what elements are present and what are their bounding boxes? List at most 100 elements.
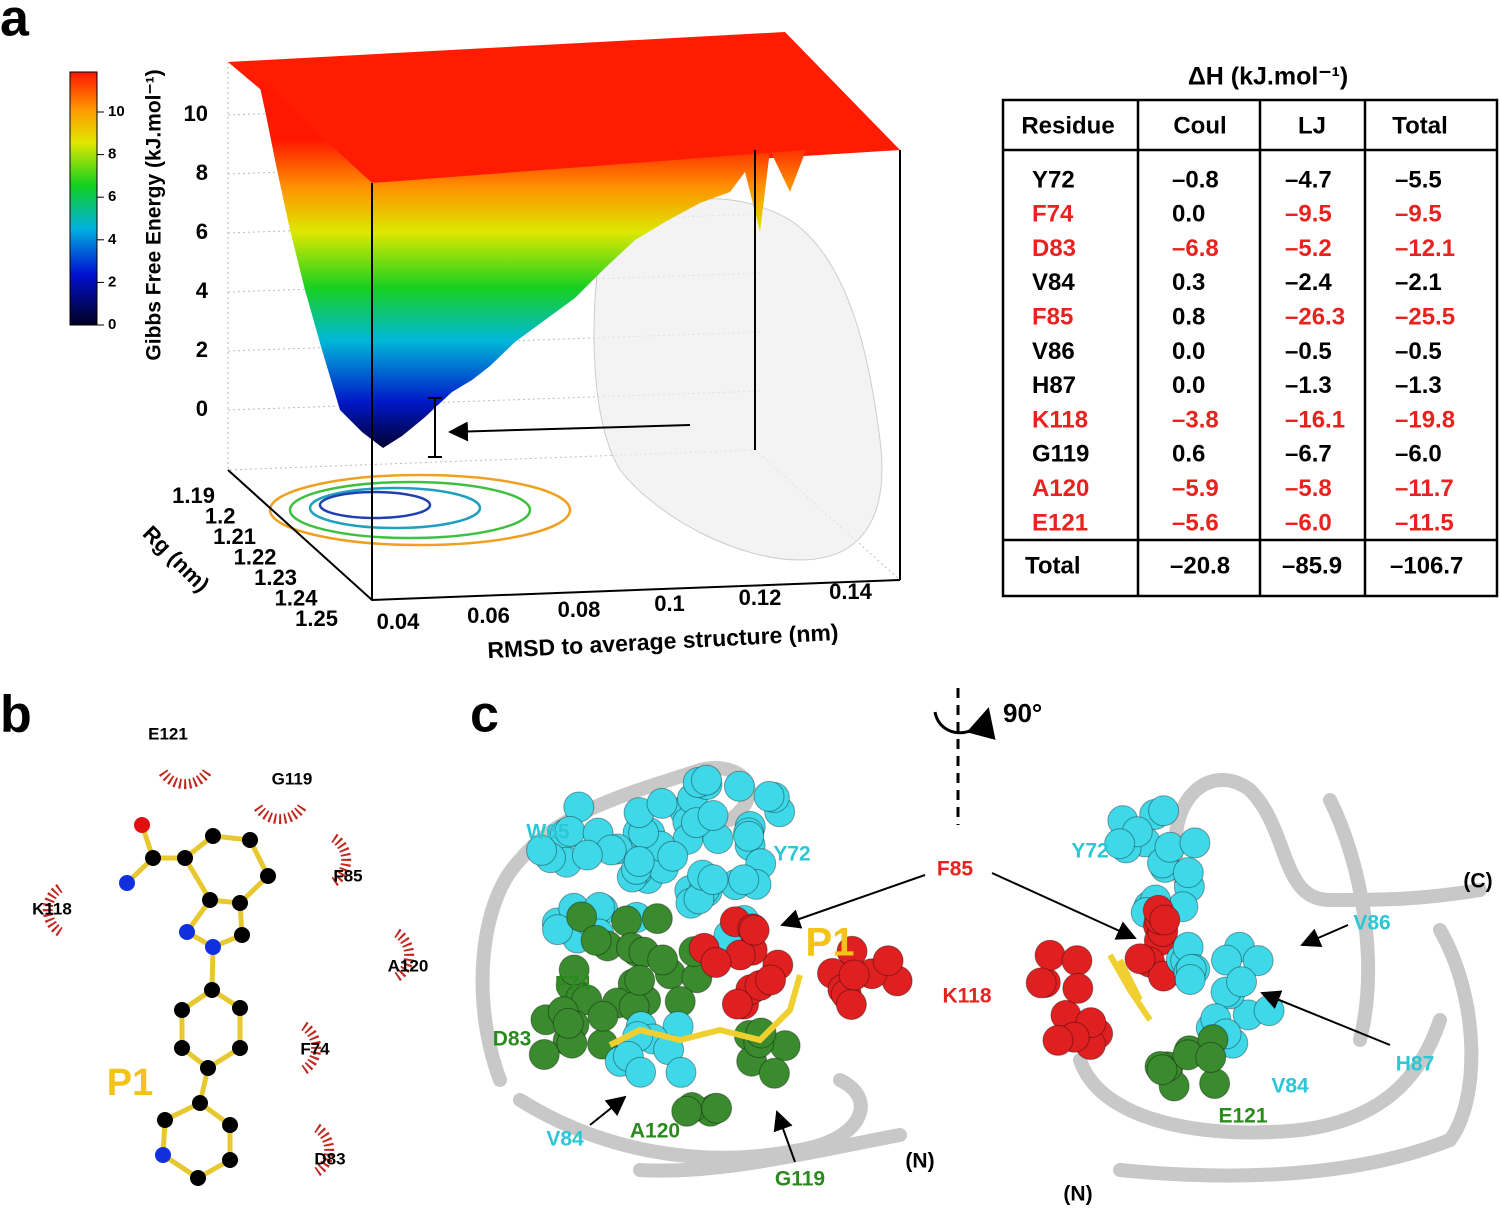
atom-sphere (835, 988, 867, 1020)
atom-sphere (1149, 904, 1181, 936)
residue-label: G119 (775, 1168, 825, 1191)
atom-sphere (1210, 944, 1242, 976)
atom (190, 1170, 206, 1186)
rotation-label: 90° (1003, 698, 1042, 728)
x-tick-label: 0.04 (377, 609, 421, 634)
atom-sphere (738, 914, 770, 946)
table-cell: F74 (1032, 201, 1074, 228)
atom-sphere (1172, 857, 1204, 889)
atom (234, 927, 250, 943)
atom (200, 1060, 216, 1076)
atom-sphere (657, 840, 689, 872)
atom-sphere (701, 1092, 733, 1124)
residue-label: A120 (630, 1120, 680, 1143)
residue-label: (C) (1463, 870, 1492, 893)
table-cell: –1.3 (1285, 372, 1332, 399)
table-cell: –9.5 (1395, 201, 1442, 228)
y-tick-label: 1.23 (254, 565, 297, 590)
atom-sphere (552, 1007, 584, 1039)
residue-label: Y72 (773, 843, 810, 866)
atom (205, 939, 221, 955)
table-cell: –16.1 (1285, 406, 1345, 433)
atom-sphere (1124, 943, 1156, 975)
atom-sphere (1199, 1068, 1231, 1100)
box-edges (227, 150, 901, 602)
table-header: LJ (1298, 112, 1326, 139)
energy-surface (258, 78, 806, 448)
table-frame (1001, 98, 1499, 598)
residue-label: P1 (806, 921, 855, 965)
atom-sphere (1242, 945, 1274, 977)
table-cell: K118 (1032, 406, 1088, 433)
atom (222, 1117, 238, 1133)
colorbar-tick-label: 0 (108, 316, 116, 333)
panel-label: b (0, 686, 32, 744)
atom-sphere (1061, 945, 1093, 977)
atom-sphere (1062, 972, 1094, 1004)
table-cell: –2.4 (1285, 269, 1332, 296)
atom (155, 1147, 171, 1163)
atom-sphere (580, 924, 612, 956)
atom-sphere (1174, 964, 1206, 996)
table-cell: –25.5 (1395, 304, 1455, 331)
atom-sphere (1179, 827, 1211, 859)
residue-label: F85 (333, 866, 362, 885)
table-cell: 0.6 (1172, 441, 1205, 468)
table-cell: 0.3 (1172, 269, 1205, 296)
table-cell: –5.2 (1285, 235, 1332, 262)
atom-sphere (1042, 1024, 1074, 1056)
table-cell: –5.9 (1172, 475, 1219, 502)
atom (174, 1002, 190, 1018)
atom-sphere (753, 780, 785, 812)
atom (205, 828, 221, 844)
table-cell: A120 (1032, 475, 1089, 502)
residue-label: A120 (388, 956, 429, 975)
atom (222, 1152, 238, 1168)
y-axis-label: Rg (nm) (138, 521, 214, 597)
table-cell: –9.5 (1285, 201, 1332, 228)
table-cell: –3.8 (1172, 406, 1219, 433)
colorbar-tick-label: 2 (108, 273, 116, 290)
z-tick-label: 0 (196, 396, 208, 421)
atom-sphere (1148, 795, 1180, 827)
z-tick-label: 6 (196, 219, 208, 244)
y-tick-label: 1.2 (205, 503, 236, 528)
table-cell: –6.0 (1395, 441, 1442, 468)
atom (145, 850, 161, 866)
panel-label: a (0, 0, 30, 48)
table-cell: –0.5 (1395, 338, 1442, 365)
x-axis-label: RMSD to average structure (nm) (487, 619, 839, 663)
atom-sphere (1146, 1054, 1178, 1086)
hydrophobic-arc (314, 1123, 335, 1177)
atom-sphere (526, 834, 558, 866)
table-cell: –4.7 (1285, 166, 1332, 193)
atom-sphere (625, 1056, 657, 1088)
atom-sphere (647, 944, 679, 976)
atom-sphere (671, 1095, 703, 1127)
atom (204, 982, 220, 998)
table-cell: –0.8 (1172, 166, 1219, 193)
table-cell: Y72 (1032, 166, 1075, 193)
residue-label: Y72 (1071, 840, 1108, 863)
atom-sphere (700, 946, 732, 978)
atom-sphere (758, 1057, 790, 1089)
x-tick-label: 0.14 (829, 579, 873, 604)
hydrophobic-arc (394, 928, 415, 982)
z-tick-label: 8 (196, 160, 208, 185)
atom (134, 817, 150, 833)
table-cell: F85 (1032, 304, 1073, 331)
atom-sphere (723, 770, 755, 802)
table-cell: 0.0 (1172, 338, 1205, 365)
table-cell: –19.8 (1395, 406, 1455, 433)
colorbar-tick-label: 6 (108, 188, 116, 205)
table-cell: E121 (1032, 509, 1088, 536)
atoms (526, 764, 1285, 1127)
y-tick-label: 1.24 (275, 585, 319, 610)
atom-sphere (733, 820, 765, 852)
residue-label: D83 (493, 1028, 532, 1051)
table-cell: D83 (1032, 235, 1076, 262)
z-tick-label: 4 (196, 278, 209, 303)
table-title: ΔH (kJ.mol⁻¹) (1188, 63, 1348, 91)
table-cell: –11.7 (1395, 475, 1454, 502)
